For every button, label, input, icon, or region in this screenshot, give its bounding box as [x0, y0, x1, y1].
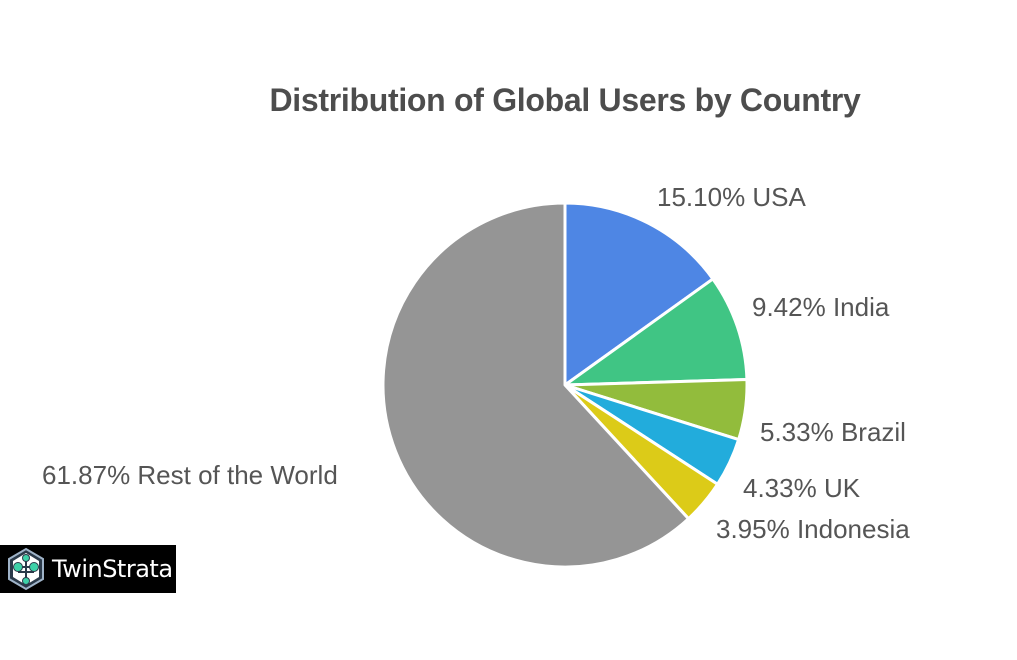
pie-slice-india [563, 277, 749, 387]
label-usa: 15.10% USA [657, 182, 807, 212]
label-india: 9.42% India [752, 292, 890, 322]
chart-title: Distribution of Global Users by Country [269, 82, 861, 118]
network-hexagon-icon [8, 547, 44, 591]
label-rest-of-world: 61.87% Rest of the World [42, 460, 338, 490]
label-brazil: 5.33% Brazil [760, 417, 906, 447]
label-indonesia: 3.95% Indonesia [716, 514, 910, 544]
twinstrata-logo: TwinStrata [0, 545, 176, 593]
pie-slice-rest-of-the-world [381, 201, 690, 569]
label-uk: 4.33% UK [743, 473, 861, 503]
pie-slice-usa [563, 201, 715, 387]
pie-slices [381, 201, 749, 569]
logo-text: TwinStrata [52, 555, 173, 583]
